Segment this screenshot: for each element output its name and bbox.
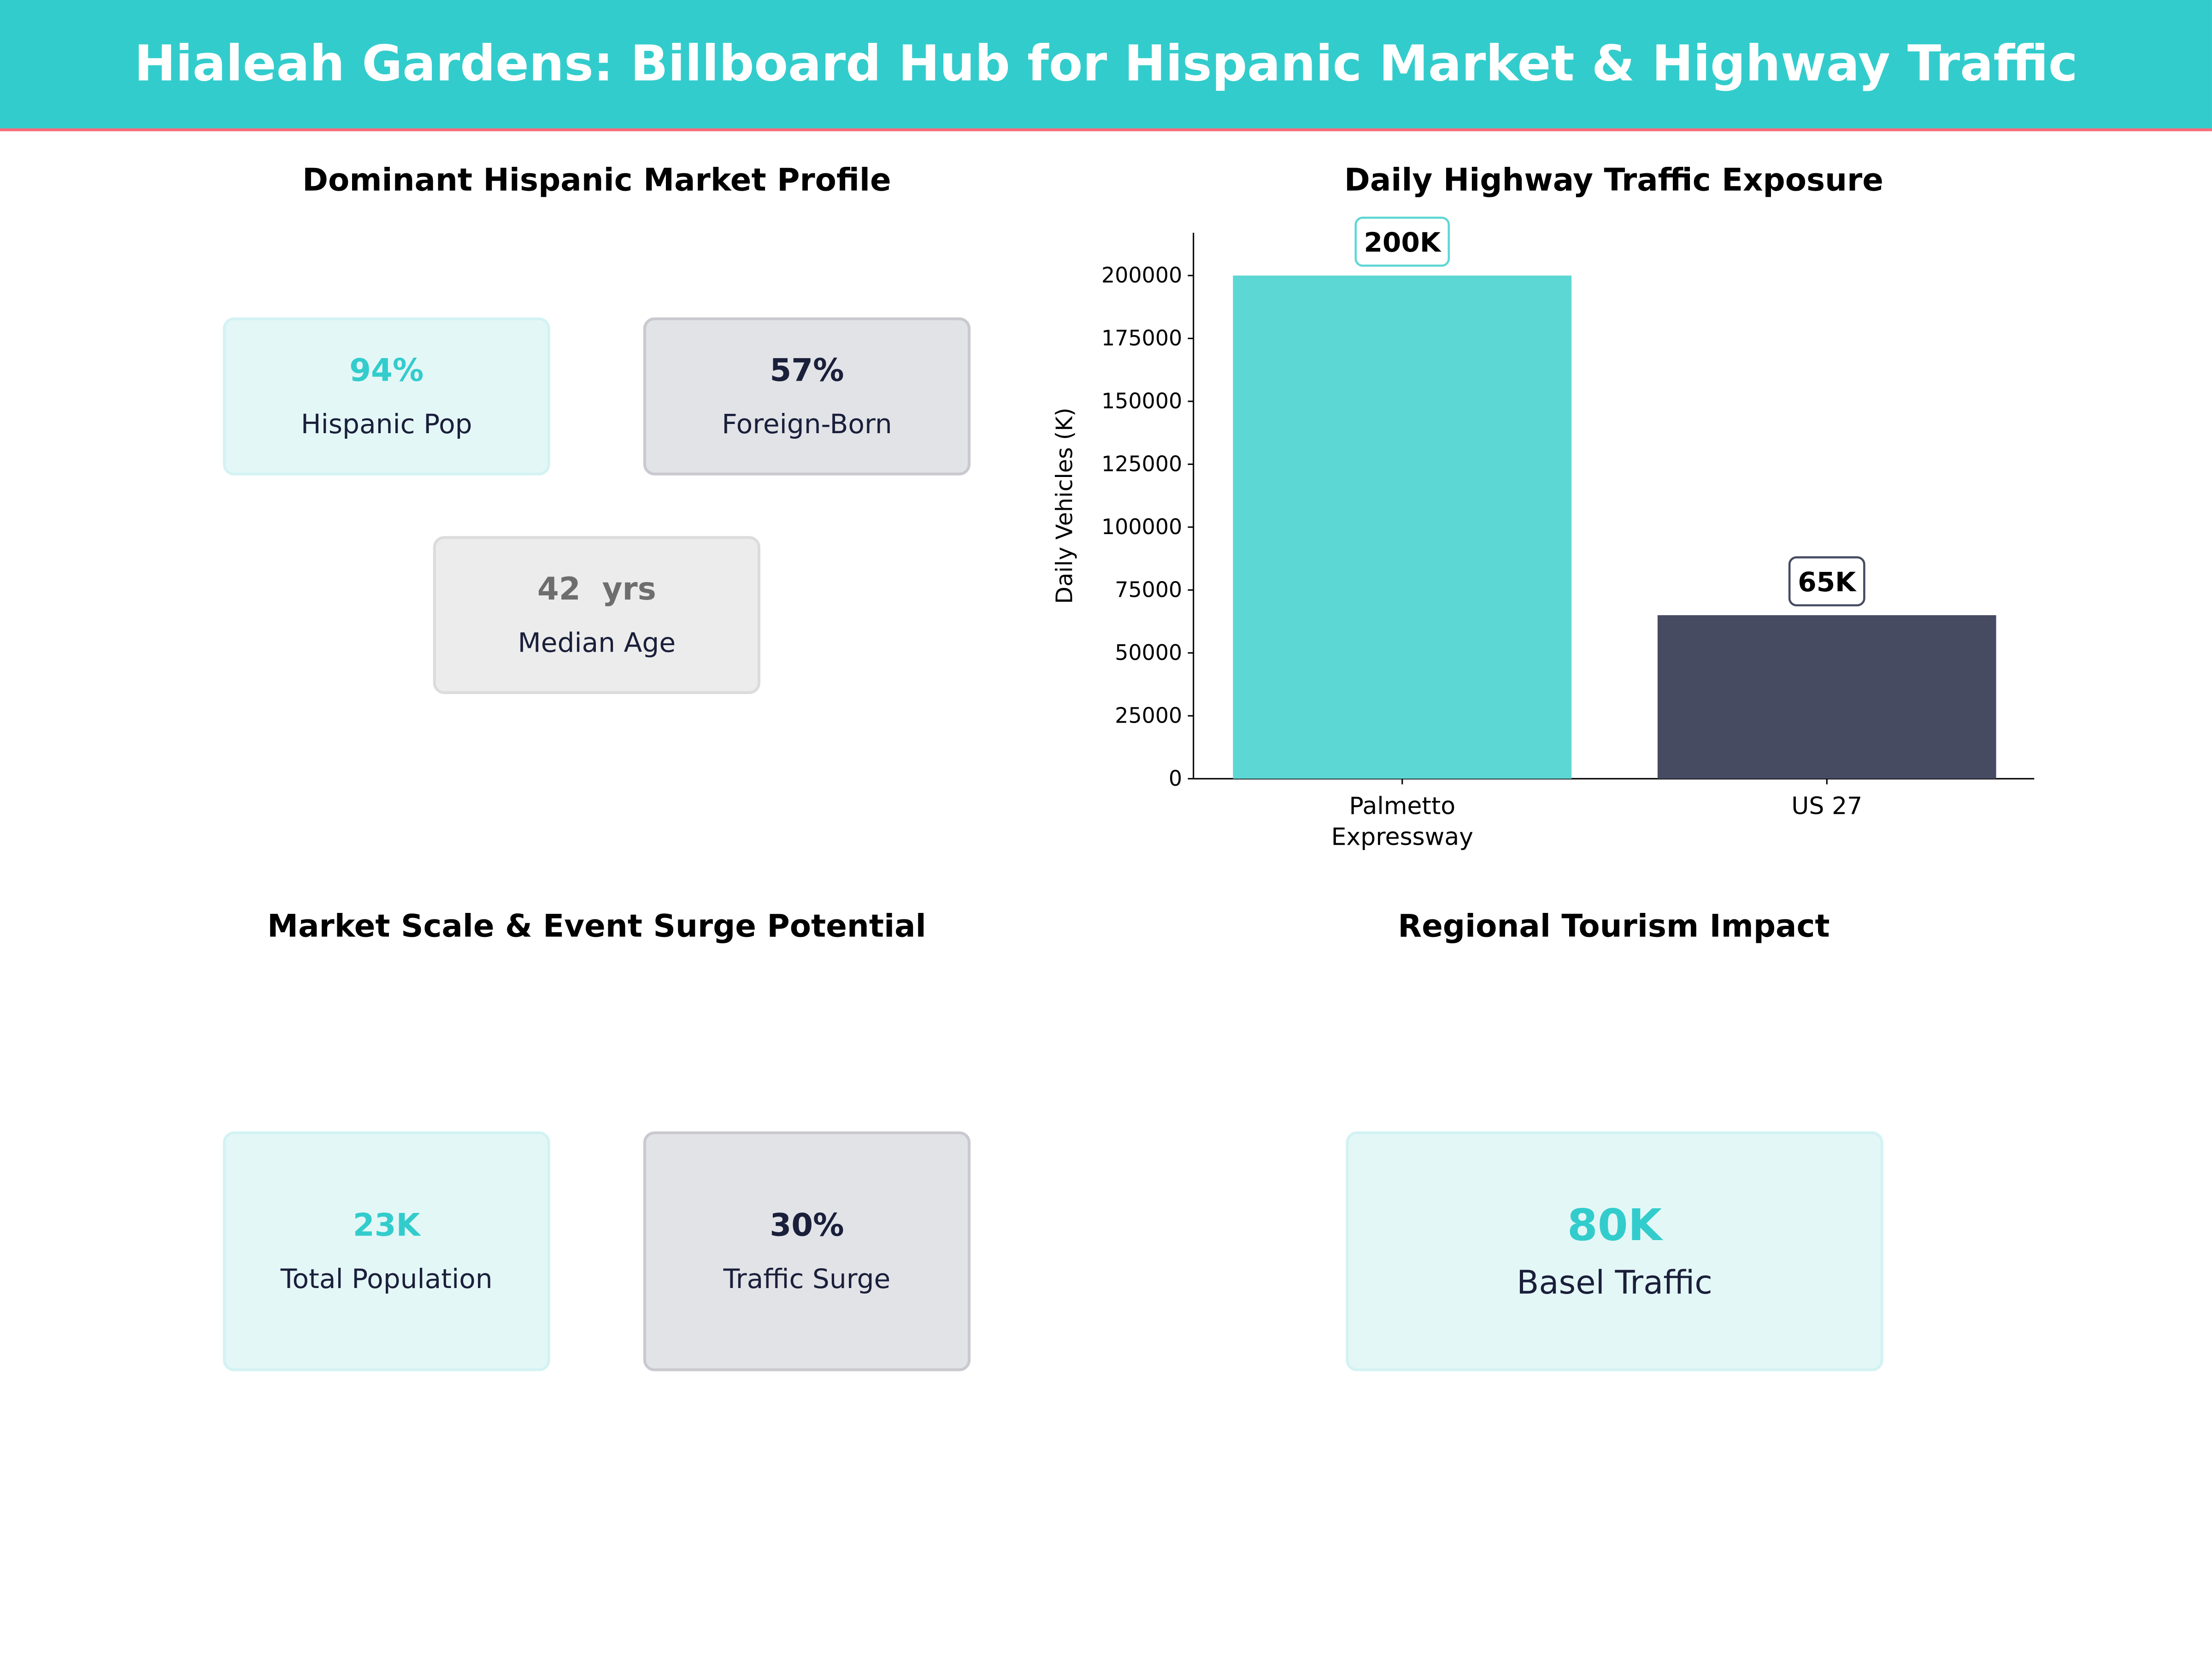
y-tick-label: 100000 bbox=[1101, 514, 1182, 539]
median-age-card: 42 yrs Median Age bbox=[433, 536, 760, 694]
header-banner: Hialeah Gardens: Billboard Hub for Hispa… bbox=[0, 0, 2212, 131]
y-axis-label: Daily Vehicles (K) bbox=[1052, 407, 1078, 604]
basel-traffic-card: 80K Basel Traffic bbox=[1346, 1131, 1883, 1371]
y-tick-label: 150000 bbox=[1101, 388, 1182, 413]
card-value: 30% bbox=[770, 1208, 844, 1244]
card-label: Median Age bbox=[518, 627, 676, 659]
total-population-card: 23K Total Population bbox=[223, 1131, 550, 1371]
y-tick-label: 75000 bbox=[1115, 577, 1182, 602]
card-label: Hispanic Pop bbox=[300, 408, 472, 440]
foreign-born-card: 57% Foreign-Born bbox=[643, 317, 971, 476]
y-tick-label: 175000 bbox=[1101, 326, 1182, 351]
market-profile-title: Dominant Hispanic Market Profile bbox=[302, 164, 891, 199]
x-tick-label: Expressway bbox=[1331, 824, 1473, 851]
card-label: Basel Traffic bbox=[1517, 1265, 1713, 1302]
data-label-box bbox=[1354, 217, 1450, 267]
traffic-surge-card: 30% Traffic Surge bbox=[643, 1131, 971, 1371]
y-tick-label: 200000 bbox=[1101, 263, 1182, 288]
chart-title: Daily Highway Traffic Exposure bbox=[1344, 164, 1883, 199]
card-label: Total Population bbox=[280, 1263, 493, 1294]
x-tick-label: US 27 bbox=[1791, 792, 1862, 820]
market-scale-title: Market Scale & Event Surge Potential bbox=[267, 910, 926, 946]
data-label: 200K bbox=[1364, 227, 1441, 258]
y-tick-label: 50000 bbox=[1115, 640, 1182, 665]
card-value: 94% bbox=[349, 353, 424, 389]
card-label: Traffic Surge bbox=[723, 1263, 891, 1294]
card-label: Foreign-Born bbox=[722, 408, 892, 440]
page-title: Hialeah Gardens: Billboard Hub for Hispa… bbox=[134, 36, 2078, 93]
card-value: 80K bbox=[1567, 1200, 1662, 1252]
data-label: 65K bbox=[1798, 566, 1857, 598]
card-value: 23K bbox=[353, 1208, 420, 1244]
y-tick-label: 25000 bbox=[1115, 703, 1182, 728]
tourism-title: Regional Tourism Impact bbox=[1398, 910, 1830, 946]
data-label-box bbox=[1788, 556, 1865, 606]
card-value: 42 yrs bbox=[537, 572, 656, 607]
card-value: 57% bbox=[770, 353, 844, 389]
hispanic-pop-card: 94% Hispanic Pop bbox=[223, 317, 550, 476]
y-tick-label: 125000 bbox=[1101, 452, 1182, 477]
y-tick-label: 0 bbox=[1169, 766, 1182, 791]
bar-0 bbox=[1233, 275, 1572, 779]
bar-1 bbox=[1657, 615, 1996, 779]
x-tick-label: Palmetto bbox=[1349, 792, 1455, 820]
